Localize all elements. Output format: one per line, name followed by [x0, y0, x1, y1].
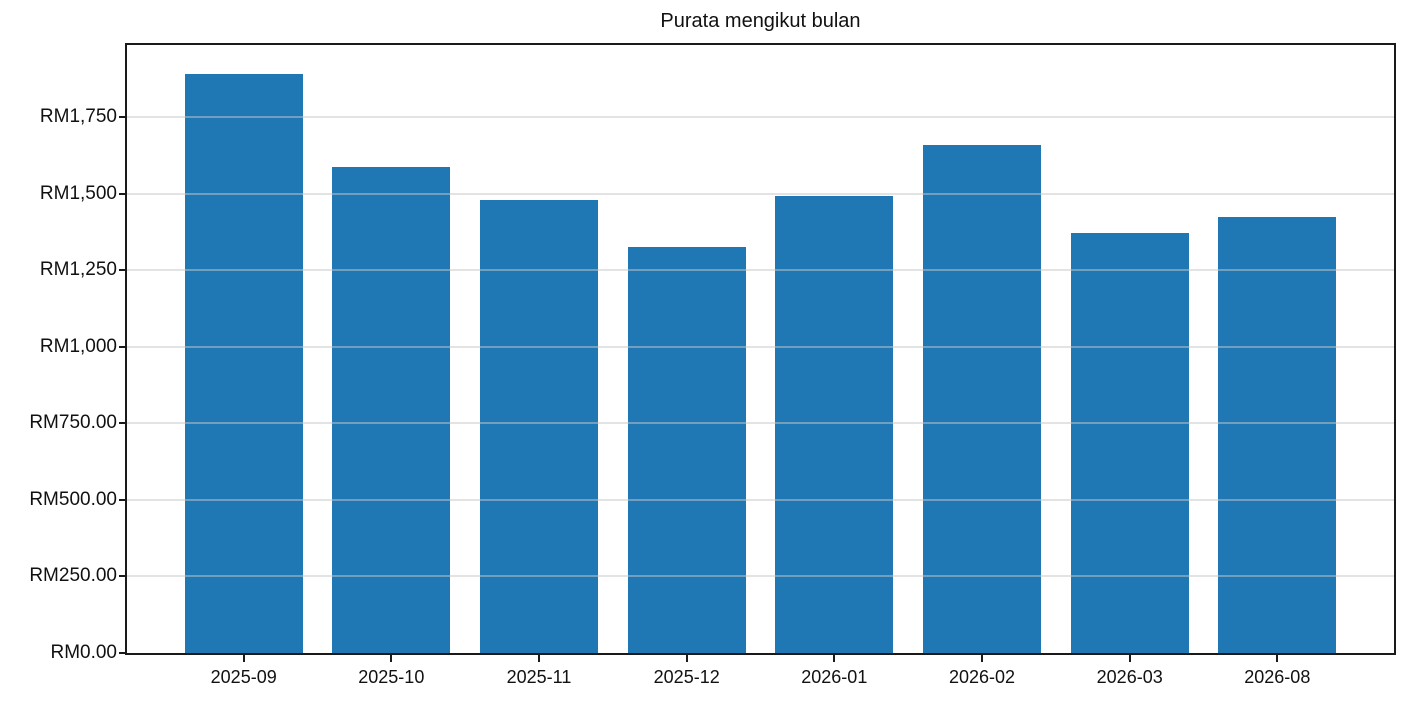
chart-title: Purata mengikut bulan [660, 10, 861, 32]
x-tick-label-2025-12: 2025-12 [653, 667, 720, 687]
x-tick-mark-2026-08 [1276, 655, 1279, 662]
gridline-1500 [127, 192, 1394, 195]
gridline-750 [127, 422, 1394, 425]
y-tick-label-1250: RM1,250 [39, 259, 117, 281]
x-tick-mark-2026-03 [1128, 655, 1131, 662]
x-tick-label-2025-10: 2025-10 [358, 667, 425, 687]
y-tick-label-0: RM0.00 [50, 642, 117, 663]
x-tick-label-2026-01: 2026-01 [801, 667, 868, 687]
bar-2025-10 [332, 166, 451, 653]
bar-2026-08 [1218, 216, 1337, 653]
plot-border [125, 43, 1396, 655]
x-tick-mark-2026-01 [833, 655, 836, 662]
y-tick-mark-750 [119, 422, 125, 425]
y-tick-mark-0 [119, 652, 125, 654]
y-tick-label-500: RM500.00 [29, 488, 117, 510]
bar-2026-03 [1070, 232, 1189, 653]
gridline-1250 [127, 269, 1394, 272]
x-tick-mark-2025-12 [685, 655, 688, 662]
y-tick-mark-1750 [119, 116, 125, 118]
bar-2025-11 [479, 199, 598, 653]
y-tick-label-750: RM750.00 [29, 412, 117, 434]
x-tick-label-2026-08: 2026-08 [1244, 667, 1311, 687]
x-tick-mark-2025-11 [538, 655, 540, 662]
x-tick-mark-2026-02 [981, 655, 983, 662]
x-tick-label-2025-11: 2025-11 [506, 667, 572, 687]
bar-2026-02 [922, 144, 1041, 653]
gridline-500 [127, 498, 1394, 501]
y-tick-mark-1500 [119, 192, 125, 195]
y-tick-label-1750: RM1,750 [39, 106, 117, 127]
y-tick-mark-1250 [119, 269, 125, 272]
bar-2025-09 [184, 74, 303, 653]
y-tick-label-1500: RM1,500 [39, 182, 117, 204]
x-tick-label-2026-02: 2026-02 [948, 667, 1016, 687]
bar-2026-01 [775, 196, 894, 653]
y-tick-label-250: RM250.00 [29, 565, 117, 587]
x-tick-label-2025-09: 2025-09 [210, 667, 277, 687]
x-tick-mark-2025-09 [242, 655, 245, 662]
bar-2025-12 [627, 246, 746, 653]
x-tick-mark-2025-10 [390, 655, 393, 662]
gridline-250 [127, 575, 1394, 578]
x-tick-label-2026-03: 2026-03 [1096, 667, 1163, 687]
gridline-1750 [127, 116, 1394, 118]
gridline-1000 [127, 345, 1394, 348]
y-tick-mark-250 [119, 575, 125, 578]
y-tick-mark-500 [119, 498, 125, 501]
y-tick-label-1000: RM1,000 [39, 335, 117, 357]
y-tick-mark-1000 [119, 345, 125, 348]
